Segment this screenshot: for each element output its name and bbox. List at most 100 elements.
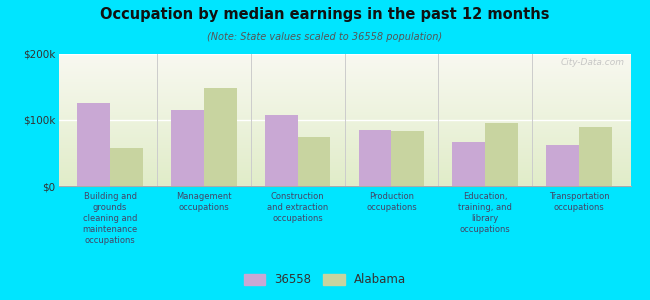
Bar	[58, 116, 630, 117]
Bar	[58, 90, 630, 91]
Bar	[58, 156, 630, 157]
Bar	[58, 93, 630, 94]
Bar	[58, 124, 630, 125]
Bar	[58, 80, 630, 81]
Bar	[58, 108, 630, 109]
Bar	[204, 88, 237, 186]
Bar	[58, 103, 630, 104]
Bar	[58, 68, 630, 69]
Bar	[58, 94, 630, 95]
Bar	[58, 128, 630, 129]
Bar	[58, 117, 630, 118]
Bar	[58, 161, 630, 162]
Bar	[58, 70, 630, 71]
Bar	[58, 180, 630, 181]
Bar	[58, 181, 630, 182]
Bar	[58, 88, 630, 89]
Bar	[58, 152, 630, 153]
Bar	[58, 95, 630, 96]
Bar	[58, 73, 630, 74]
Bar	[58, 132, 630, 133]
Bar	[58, 176, 630, 177]
Bar	[58, 83, 630, 84]
Bar	[58, 75, 630, 76]
Bar	[58, 163, 630, 164]
Bar	[58, 178, 630, 179]
Bar	[58, 185, 630, 186]
Bar	[58, 63, 630, 64]
Bar	[58, 162, 630, 163]
Bar	[298, 136, 330, 186]
Bar	[110, 148, 143, 186]
Bar	[58, 141, 630, 142]
Bar	[58, 119, 630, 120]
Bar	[58, 82, 630, 83]
Bar	[58, 166, 630, 167]
Bar	[58, 110, 630, 111]
Legend: 36558, Alabama: 36558, Alabama	[239, 269, 411, 291]
Bar	[58, 174, 630, 175]
Bar	[58, 133, 630, 134]
Bar	[58, 96, 630, 97]
Bar	[452, 142, 485, 186]
Bar	[58, 155, 630, 156]
Bar	[58, 113, 630, 114]
Bar	[265, 116, 298, 186]
Bar	[58, 79, 630, 80]
Bar	[58, 179, 630, 180]
Text: (Note: State values scaled to 36558 population): (Note: State values scaled to 36558 popu…	[207, 32, 443, 41]
Bar	[58, 154, 630, 155]
Bar	[58, 77, 630, 78]
Bar	[171, 110, 204, 186]
Bar	[485, 123, 518, 186]
Bar	[58, 74, 630, 75]
Bar	[58, 105, 630, 106]
Bar	[58, 171, 630, 172]
Bar	[58, 114, 630, 115]
Bar	[58, 147, 630, 148]
Bar	[58, 60, 630, 61]
Bar	[58, 99, 630, 100]
Bar	[58, 120, 630, 121]
Bar	[58, 167, 630, 168]
Bar	[58, 89, 630, 90]
Bar	[58, 126, 630, 127]
Bar	[58, 159, 630, 160]
Bar	[58, 98, 630, 99]
Bar	[58, 76, 630, 77]
Bar	[58, 169, 630, 170]
Bar	[58, 129, 630, 130]
Bar	[58, 134, 630, 135]
Bar	[58, 158, 630, 159]
Bar	[58, 165, 630, 166]
Bar	[58, 66, 630, 67]
Bar	[58, 143, 630, 144]
Bar	[391, 131, 424, 186]
Bar	[58, 59, 630, 60]
Bar	[58, 104, 630, 105]
Bar	[58, 107, 630, 108]
Bar	[58, 92, 630, 93]
Bar	[58, 97, 630, 98]
Bar	[58, 106, 630, 107]
Bar	[58, 118, 630, 119]
Bar	[58, 121, 630, 122]
Bar	[58, 125, 630, 126]
Bar	[58, 146, 630, 147]
Bar	[58, 182, 630, 183]
Bar	[58, 160, 630, 161]
Bar	[58, 84, 630, 85]
Bar	[579, 127, 612, 186]
Bar	[58, 100, 630, 101]
Bar	[58, 137, 630, 138]
Bar	[58, 85, 630, 86]
Bar	[58, 56, 630, 57]
Bar	[58, 87, 630, 88]
Bar	[58, 153, 630, 154]
Bar	[58, 71, 630, 72]
Bar	[58, 131, 630, 132]
Bar	[58, 123, 630, 124]
Bar	[58, 149, 630, 150]
Bar	[58, 184, 630, 185]
Bar	[58, 127, 630, 128]
